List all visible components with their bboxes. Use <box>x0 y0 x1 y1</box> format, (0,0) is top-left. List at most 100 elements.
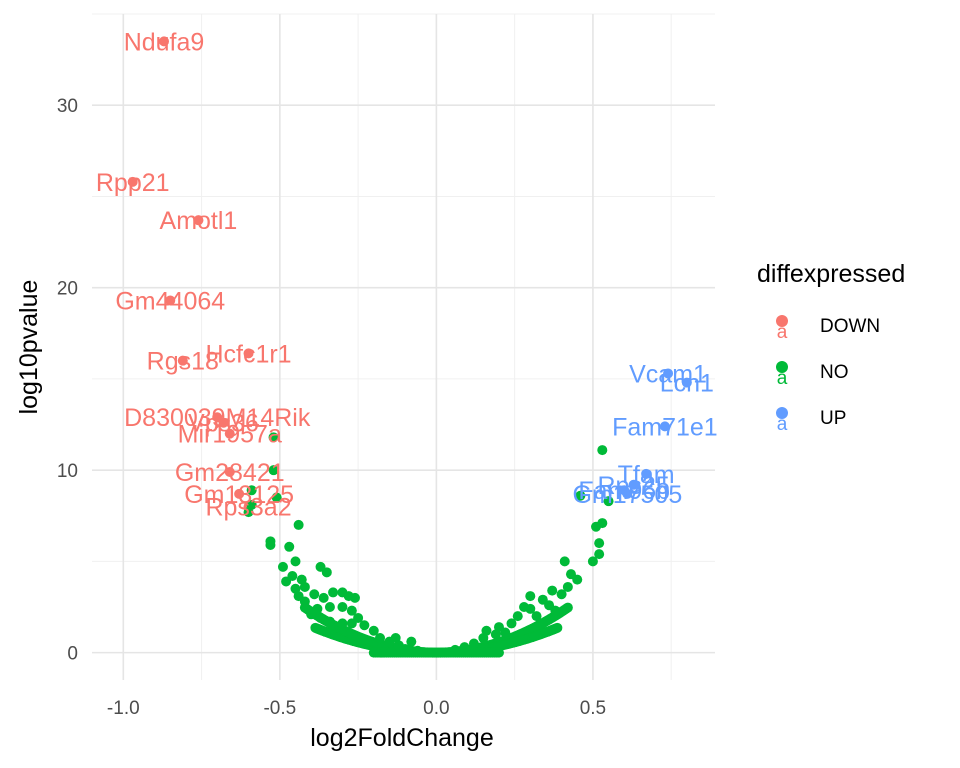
legend: diffexpressed a DOWN a NO a UP <box>757 260 905 435</box>
x-axis-title: log2FoldChange <box>310 724 493 752</box>
data-point-no <box>349 592 360 603</box>
data-point <box>493 647 504 658</box>
data-point-no <box>459 642 470 653</box>
data-point-no <box>271 492 282 503</box>
data-point-no <box>512 611 523 622</box>
data-point-no <box>284 541 295 552</box>
y-tick-label: 20 <box>57 279 78 300</box>
data-point-no <box>525 591 536 602</box>
gene-label: Gm13125 <box>184 481 294 509</box>
y-axis-title: log10pvalue <box>15 280 43 415</box>
data-point-up <box>641 468 652 479</box>
data-point-no <box>337 618 348 629</box>
gene-label: Fam96b <box>578 477 670 505</box>
data-point-down <box>234 488 245 499</box>
data-point-down <box>165 295 176 306</box>
data-point-no <box>268 465 279 476</box>
gene-label: Gm28421 <box>175 459 285 487</box>
x-tick-label: 0.0 <box>423 698 449 719</box>
x-axis-ticks: -1.0 -0.5 0.0 0.5 <box>107 698 606 719</box>
legend-label: UP <box>820 408 846 429</box>
data-point-up <box>622 488 633 499</box>
legend-title: diffexpressed <box>757 260 905 288</box>
data-point-no <box>597 445 608 456</box>
data-point-no <box>594 538 605 549</box>
y-tick-label: 0 <box>67 644 78 665</box>
data-point-no <box>277 561 288 572</box>
x-tick-label: 0.5 <box>580 698 606 719</box>
data-point-no <box>562 581 573 592</box>
data-point-no <box>299 596 310 607</box>
gene-label: Ndufa9 <box>124 28 205 56</box>
data-point-no <box>290 556 301 567</box>
legend-key-glyph: a <box>777 414 788 435</box>
gene-label: Hcfc1r1 <box>205 340 291 368</box>
data-point-down <box>127 176 138 187</box>
data-point-no <box>321 567 332 578</box>
gene-label: Mir1957a <box>178 421 282 449</box>
data-point-down <box>224 428 235 439</box>
gene-label: Rpp21 <box>96 169 170 197</box>
data-point <box>552 622 563 633</box>
data-point-no <box>525 603 536 614</box>
data-point-no <box>550 605 561 616</box>
legend-key-glyph: a <box>777 368 788 389</box>
y-tick-label: 30 <box>57 96 78 117</box>
data-point <box>562 602 573 613</box>
data-point-no <box>468 638 479 649</box>
gene-label: Lcn1 <box>660 370 714 398</box>
data-point-no <box>315 612 326 623</box>
data-point-no <box>547 585 558 596</box>
gene-label: Vcam1 <box>629 360 707 388</box>
x-tick-label: -1.0 <box>107 698 140 719</box>
y-axis-ticks: 0 10 20 30 <box>57 96 78 664</box>
data-point-no <box>306 609 317 620</box>
data-point-no <box>299 581 310 592</box>
data-point-no <box>318 592 329 603</box>
y-tick-label: 10 <box>57 461 78 482</box>
gene-label: Rgs18 <box>147 348 219 376</box>
legend-key-point <box>776 315 788 327</box>
data-point-no <box>337 602 348 613</box>
data-point-up <box>628 479 639 490</box>
data-point-no <box>346 605 357 616</box>
data-point-no <box>406 636 417 647</box>
data-point-no <box>324 616 335 627</box>
data-point-no <box>368 625 379 636</box>
gene-label: Tfam <box>618 461 675 489</box>
data-point-no <box>353 612 364 623</box>
data-point-no <box>412 645 423 656</box>
data-point-up <box>659 421 670 432</box>
data-point-no <box>359 620 370 631</box>
legend-label: NO <box>820 362 849 383</box>
gene-label: Rps25 <box>597 472 669 500</box>
data-point-down <box>218 417 229 428</box>
data-point-no <box>265 539 276 550</box>
data-point-no <box>490 629 501 640</box>
data-point-no <box>575 490 586 501</box>
data-point-no <box>324 602 335 613</box>
data-point-no <box>591 521 602 532</box>
data-point-no <box>572 574 583 585</box>
data-point-no <box>587 556 598 567</box>
legend-key-point <box>776 407 788 419</box>
data-point-no <box>293 519 304 530</box>
gene-label: Fam71e1 <box>612 413 718 441</box>
data-point-no <box>531 611 542 622</box>
data-point-down <box>243 348 254 359</box>
data-point-no <box>268 432 279 443</box>
data-point-down <box>177 355 188 366</box>
x-tick-label: -0.5 <box>263 698 296 719</box>
data-point-no <box>375 633 386 644</box>
data-point-up <box>681 377 692 388</box>
data-point-no <box>390 633 401 644</box>
legend-key-point <box>776 361 788 373</box>
gene-label: Gm17505 <box>572 481 682 509</box>
data-point-down <box>224 466 235 477</box>
gene-label: D830039M14Rik <box>124 404 311 432</box>
data-point-no <box>281 576 292 587</box>
data-point-no <box>246 499 257 510</box>
data-point-down <box>159 36 170 47</box>
